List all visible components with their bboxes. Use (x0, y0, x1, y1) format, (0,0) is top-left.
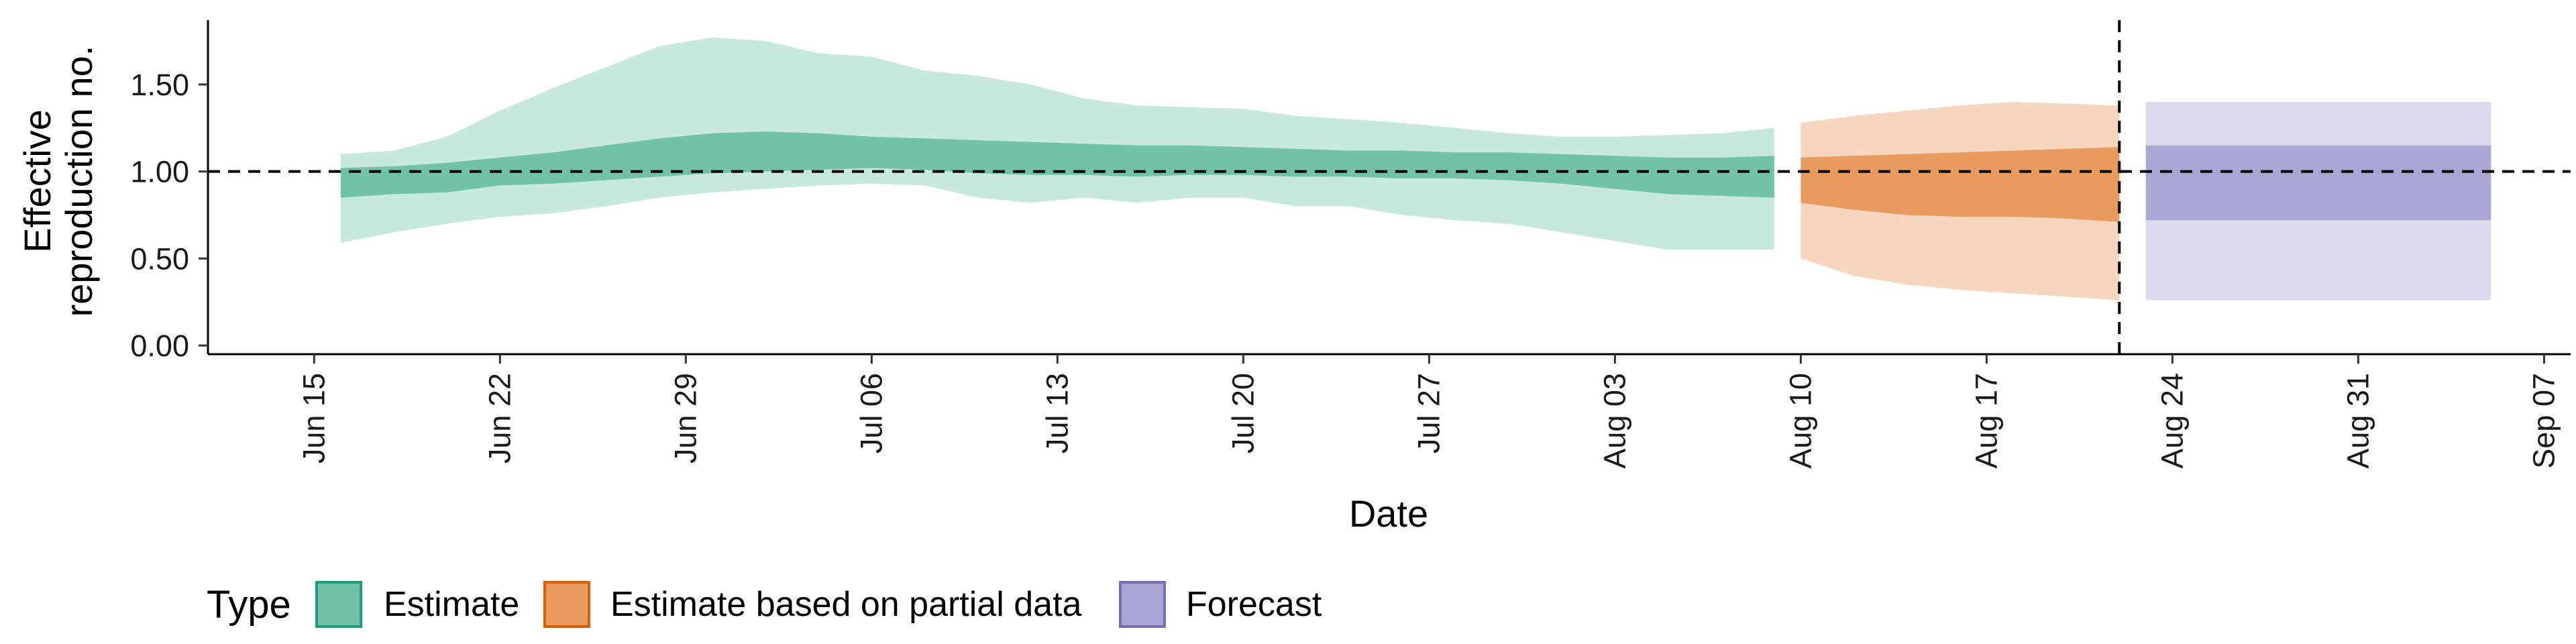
x-tick-label: Sep 07 (2526, 373, 2561, 469)
x-tick-label: Jul 06 (854, 373, 888, 453)
axes-layer (207, 20, 2571, 356)
legend-title: Type (207, 583, 291, 627)
x-tick-label: Aug 24 (2155, 373, 2189, 469)
x-tick-label: Jun 15 (297, 373, 331, 464)
x-tick-label: Jun 22 (482, 373, 517, 464)
x-tick-label: Jul 20 (1226, 373, 1260, 453)
legend-swatch-partial (543, 581, 590, 628)
x-axis-title: Date (1349, 492, 1428, 535)
x-tick-label: Aug 31 (2341, 373, 2375, 469)
y-tick-label: 1.50 (130, 68, 189, 102)
x-tick-label: Aug 10 (1783, 373, 1817, 469)
legend: Type Estimate Estimate based on partial … (207, 581, 1322, 628)
x-tick-label: Aug 03 (1597, 373, 1631, 469)
x-tick-label: Jul 27 (1411, 373, 1446, 453)
y-axis-title-line-2: reproduction no. (58, 46, 100, 317)
forecast-50-interval-band (2145, 145, 2491, 221)
reference-lines (208, 20, 2571, 354)
legend-label-partial: Estimate based on partial data (610, 585, 1082, 624)
x-tick-label: Aug 17 (1969, 373, 2003, 469)
x-tick-label: Jun 29 (668, 373, 702, 464)
y-ticks: 0.00 0.50 1.00 1.50 (130, 68, 208, 363)
y-axis-title-line-1: Effective (16, 109, 58, 253)
y-tick-label: 1.00 (130, 155, 189, 189)
x-tick-label: Jul 13 (1040, 373, 1074, 453)
x-ticks: Jun 15 Jun 22 Jun 29 Jul 06 Jul 13 Jul 20 Jul … (297, 354, 2561, 469)
y-tick-label: 0.50 (130, 241, 189, 276)
legend-swatch-estimate (315, 581, 362, 628)
estimate-50-interval-band (340, 131, 1774, 198)
legend-label-forecast: Forecast (1186, 585, 1322, 624)
bands-layer (340, 37, 2491, 301)
legend-swatch-forecast (1119, 581, 1166, 628)
legend-label-estimate: Estimate (384, 585, 519, 624)
estimate-based-on-partial-data-50-interval-band (1801, 147, 2120, 222)
y-axis-title: Effective reproduction no. (16, 46, 100, 317)
y-tick-label: 0.00 (130, 329, 189, 363)
